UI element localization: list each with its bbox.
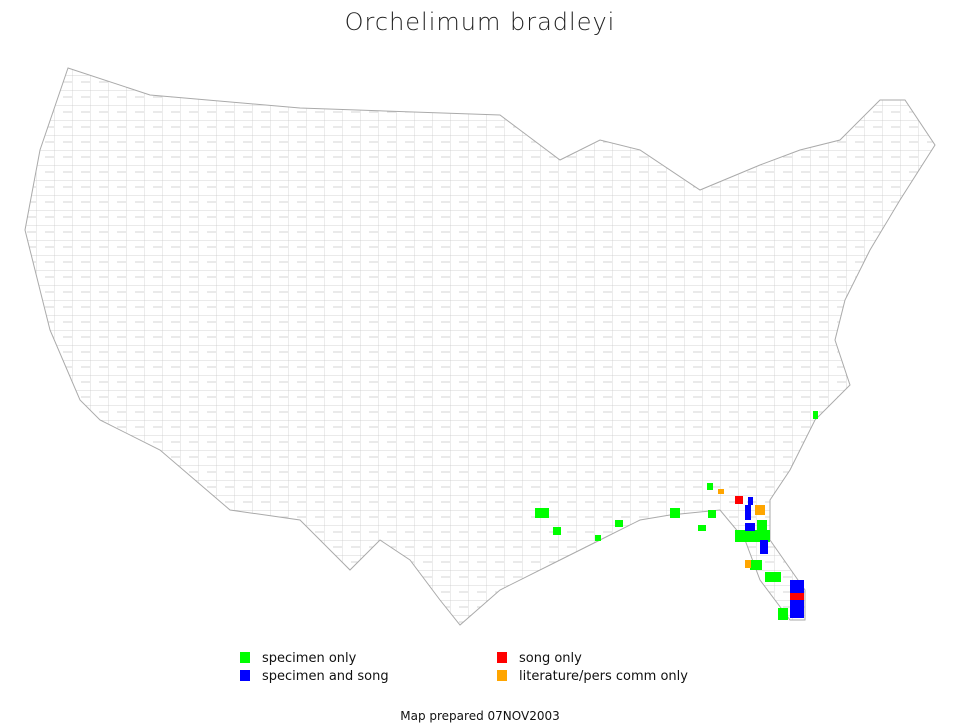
county-record — [615, 520, 623, 527]
county-record — [535, 508, 549, 518]
legend-swatch — [240, 652, 250, 663]
legend-swatch — [497, 670, 507, 681]
county-record — [765, 572, 781, 582]
legend-label: song only — [519, 651, 582, 666]
county-record — [553, 527, 561, 535]
county-record — [745, 505, 751, 520]
legend-label: specimen only — [262, 651, 357, 666]
county-record — [750, 560, 762, 570]
legend: specimen only specimen and song song only l… — [240, 651, 688, 684]
county-record — [760, 540, 768, 554]
county-record — [745, 523, 755, 531]
legend-swatch — [240, 670, 250, 681]
map-title: Orchelimum bradleyi — [345, 8, 616, 36]
county-record — [813, 411, 818, 419]
legend-label: literature/pers comm only — [519, 669, 688, 684]
county-record — [707, 483, 713, 490]
county-record — [718, 489, 724, 494]
county-record — [778, 608, 788, 620]
county-record — [670, 508, 680, 518]
county-record — [790, 600, 804, 618]
county-record — [745, 560, 751, 568]
legend-swatch — [497, 652, 507, 663]
county-record — [708, 510, 716, 518]
us-counties — [24, 67, 936, 626]
county-record — [735, 530, 770, 542]
footer: Map prepared 07NOV2003 — [400, 709, 560, 723]
county-record — [755, 505, 765, 515]
county-records — [535, 411, 818, 620]
county-record — [595, 535, 601, 541]
county-record — [790, 593, 804, 600]
county-record — [698, 525, 706, 531]
county-record — [735, 496, 743, 504]
legend-label: specimen and song — [262, 669, 389, 684]
county-record — [757, 520, 767, 530]
county-record — [790, 580, 804, 594]
county-record — [748, 497, 753, 505]
